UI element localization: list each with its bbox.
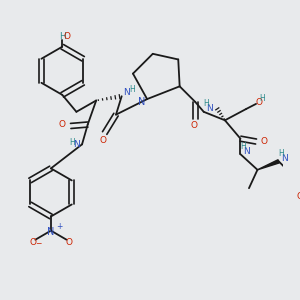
Text: N: N bbox=[47, 227, 55, 237]
Text: O: O bbox=[190, 121, 197, 130]
Text: N: N bbox=[74, 140, 80, 149]
Polygon shape bbox=[257, 160, 279, 170]
Text: O: O bbox=[255, 98, 262, 107]
Text: O: O bbox=[64, 32, 71, 41]
Text: N: N bbox=[138, 98, 145, 107]
Text: H: H bbox=[204, 99, 209, 108]
Text: N: N bbox=[281, 154, 288, 163]
Text: N: N bbox=[243, 147, 250, 156]
Text: N: N bbox=[123, 88, 130, 97]
Text: H: H bbox=[279, 149, 284, 158]
Text: O: O bbox=[260, 137, 268, 146]
Text: O: O bbox=[59, 120, 66, 129]
Text: −: − bbox=[35, 239, 42, 248]
Text: H: H bbox=[260, 94, 266, 103]
Text: O: O bbox=[100, 136, 107, 146]
Text: H: H bbox=[59, 32, 66, 41]
Text: H: H bbox=[240, 142, 246, 151]
Text: O: O bbox=[29, 238, 36, 247]
Text: O: O bbox=[297, 192, 300, 201]
Text: H: H bbox=[69, 138, 75, 147]
Text: N: N bbox=[207, 104, 213, 113]
Text: +: + bbox=[56, 222, 62, 231]
Text: O: O bbox=[66, 238, 73, 247]
Text: H: H bbox=[130, 85, 135, 94]
